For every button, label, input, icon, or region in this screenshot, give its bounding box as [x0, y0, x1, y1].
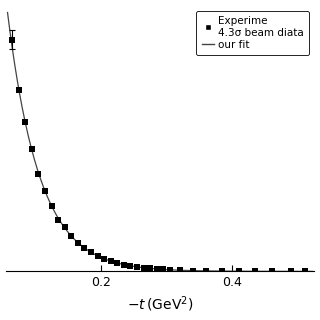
Point [95, 253, 100, 259]
Point [101, 256, 107, 261]
Point [29, 147, 35, 152]
Point [49, 203, 54, 208]
Point [154, 267, 159, 272]
Point [10, 37, 15, 42]
Point [75, 240, 80, 245]
Point [141, 265, 146, 270]
Point [148, 266, 153, 271]
Point [190, 268, 196, 273]
Point [269, 269, 274, 274]
Point [220, 268, 225, 274]
Point [128, 263, 133, 268]
Point [62, 224, 67, 229]
Point [56, 217, 61, 222]
Point [121, 262, 126, 267]
Legend: Experime
4.3σ beam diata, our fit: Experime 4.3σ beam diata, our fit [196, 11, 309, 55]
Point [289, 269, 294, 274]
Point [177, 268, 182, 273]
Point [161, 267, 166, 272]
Point [253, 269, 258, 274]
Point [82, 245, 87, 251]
Point [23, 120, 28, 125]
Point [302, 269, 307, 274]
Point [88, 250, 93, 255]
Point [16, 88, 21, 93]
Point [36, 172, 41, 177]
Point [108, 259, 113, 264]
Point [134, 264, 140, 269]
Point [167, 267, 172, 272]
X-axis label: $-t\,$(GeV$^2$): $-t\,$(GeV$^2$) [127, 295, 193, 315]
Point [43, 188, 48, 194]
Point [204, 268, 209, 274]
Point [236, 269, 241, 274]
Point [69, 233, 74, 238]
Point [115, 260, 120, 266]
